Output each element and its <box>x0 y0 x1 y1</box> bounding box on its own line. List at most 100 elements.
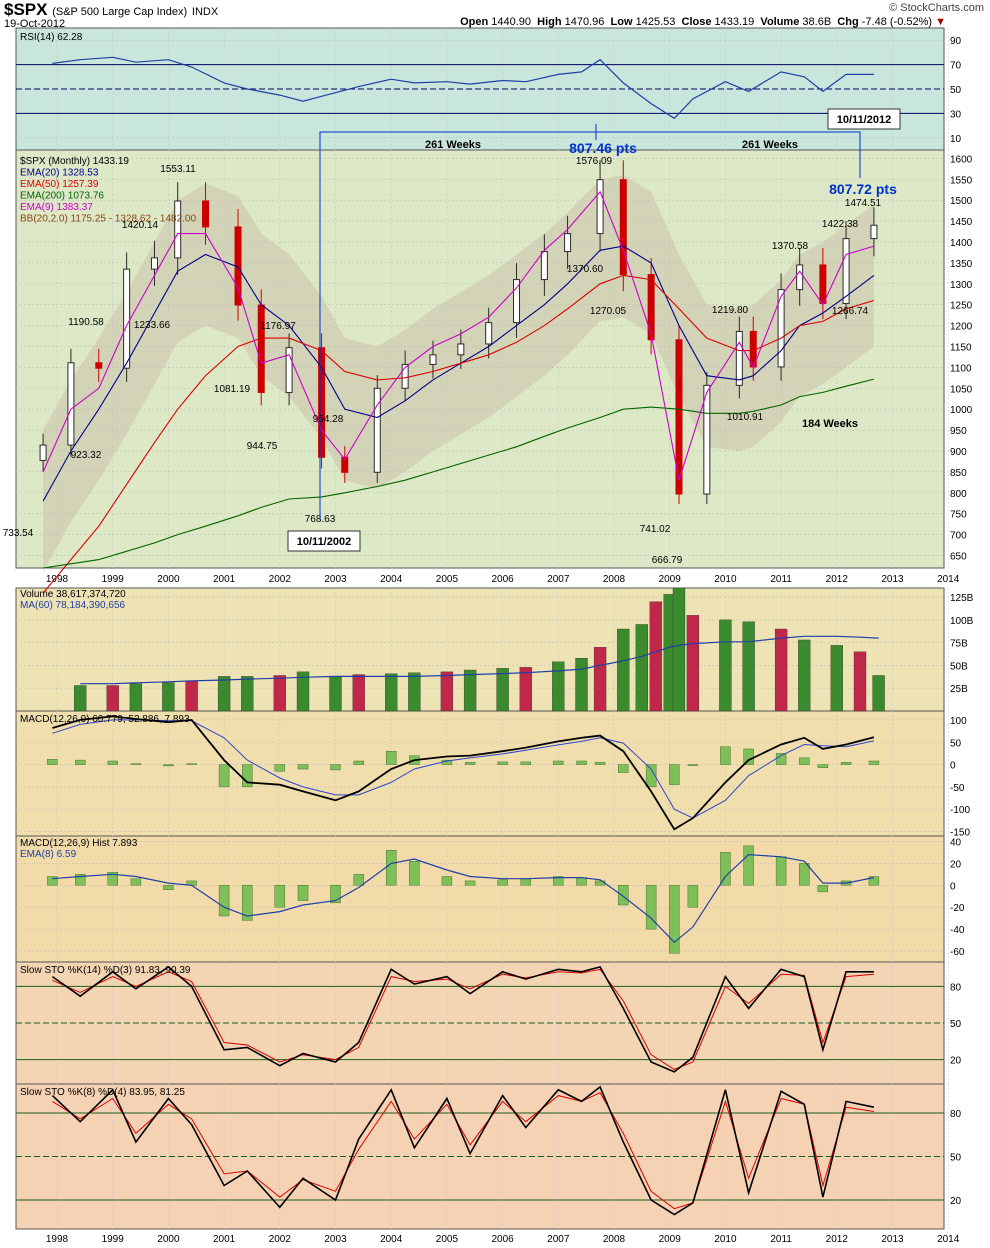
year-tick-label: 1999 <box>102 574 125 585</box>
volume-bar <box>496 668 509 712</box>
price-label: 1553.11 <box>160 164 196 175</box>
y-tick-label: 1000 <box>950 405 973 416</box>
candle-body <box>373 387 381 473</box>
volume-bar <box>593 647 607 712</box>
price-label: 1266.74 <box>832 306 869 317</box>
price-label: 1190.58 <box>68 317 104 328</box>
macd-histogram-bar <box>107 760 118 765</box>
macd-histogram-bar <box>669 764 680 785</box>
y-tick-label: -20 <box>950 903 965 914</box>
price-label: 1233.66 <box>134 320 171 331</box>
year-tick-label: 2009 <box>659 1234 682 1245</box>
candle-body <box>703 384 711 495</box>
candle-body <box>318 347 326 458</box>
macd-histogram-bar <box>330 764 341 771</box>
macd-hist-bar <box>645 885 657 930</box>
candle-body <box>457 343 465 356</box>
macd-hist-bar <box>520 878 532 886</box>
macd-hist-bar <box>130 878 142 886</box>
macd-histogram-bar <box>464 762 476 765</box>
ohlc-readout: Open 1440.90 High 1470.96 Low 1425.53 Cl… <box>460 16 946 28</box>
macd-hist-ema-line <box>52 853 875 944</box>
macd-histogram-bar <box>75 759 86 765</box>
y-tick-label: 0 <box>950 881 956 892</box>
macd-hist-bar <box>386 850 397 886</box>
price-label: 1176.97 <box>260 321 296 332</box>
price-label: 741.02 <box>640 524 671 535</box>
sto-d-line <box>52 968 874 1070</box>
y-tick-label: 125B <box>950 593 974 604</box>
macd-hist-bar <box>297 885 309 901</box>
year-tick-label: 2010 <box>714 574 737 585</box>
y-tick-label: 50 <box>950 85 962 96</box>
y-tick-label: 70 <box>950 61 962 72</box>
macd-histogram-bar <box>576 760 587 765</box>
macd-legend: MACD(12,26,9) 60.779, 52.886, 7.893 <box>20 714 190 725</box>
volume-bar <box>74 685 87 712</box>
candle-body <box>401 363 409 389</box>
weeks-label-b: 261 Weeks <box>742 139 798 151</box>
y-tick-label: 50 <box>950 738 962 749</box>
macd-histogram-bar <box>47 759 58 765</box>
chart-exchange: INDX <box>191 6 219 18</box>
year-tick-label: 1998 <box>46 1234 69 1245</box>
volume-bar <box>774 628 788 712</box>
macd-hist-bar <box>353 874 364 886</box>
year-tick-label: 2008 <box>603 574 626 585</box>
macd-histogram-bar <box>242 764 253 788</box>
y-tick-label: 1300 <box>950 280 973 291</box>
macd-hist-bar <box>441 876 453 886</box>
macd-histogram-bar <box>553 760 564 765</box>
y-tick-label: 50 <box>950 1153 962 1164</box>
volume-bar <box>617 628 630 712</box>
close-value: 1433.19 <box>714 16 755 28</box>
candle-body <box>870 224 878 240</box>
price-label: 944.75 <box>247 441 278 452</box>
date-box-b <box>827 108 901 130</box>
macd-hist-bar <box>817 885 829 893</box>
ema-line-2 <box>43 378 875 569</box>
price-legend-3: EMA(200) 1073.76 <box>20 191 104 202</box>
year-tick-label: 2004 <box>380 1234 403 1245</box>
rsi-legend: RSI(14) 62.28 <box>20 32 83 43</box>
macd-hist-bar <box>799 863 810 886</box>
volume-bar <box>106 685 119 712</box>
y-tick-label: 20 <box>950 1056 962 1067</box>
volume-bar <box>463 669 477 712</box>
price-label: 1422.38 <box>822 219 859 230</box>
bollinger-band <box>43 175 874 573</box>
volume-bar <box>686 615 700 712</box>
price-label: 1576.09 <box>576 156 613 167</box>
year-tick-label: 1998 <box>46 574 69 585</box>
y-tick-label: 800 <box>950 489 967 500</box>
year-tick-label: 2006 <box>491 1234 514 1245</box>
candle-body <box>285 347 293 393</box>
year-tick-label: 2001 <box>213 574 236 585</box>
year-tick-label: 2004 <box>380 574 403 585</box>
y-tick-label: 900 <box>950 447 967 458</box>
volume-bar <box>742 621 755 712</box>
macd-hist-bar <box>409 861 420 886</box>
candle-body <box>540 251 548 281</box>
ema-line-1 <box>42 274 875 594</box>
y-tick-label: 20 <box>950 1196 962 1207</box>
candle-body <box>150 257 158 270</box>
macd-hist-bar <box>274 885 285 908</box>
year-tick-label: 2012 <box>826 574 849 585</box>
y-tick-label: 40 <box>950 837 962 848</box>
volume-bar <box>575 658 588 712</box>
y-tick-label: 650 <box>950 551 967 562</box>
volume-bar <box>635 624 648 712</box>
open-value: 1440.90 <box>491 16 532 28</box>
volume-bar <box>352 674 365 712</box>
macd-histogram-bar <box>840 762 852 765</box>
y-tick-label: 850 <box>950 468 967 479</box>
macd-hist-bar <box>47 876 58 886</box>
y-tick-label: 1400 <box>950 238 973 249</box>
volume-bar <box>440 671 454 712</box>
y-tick-label: 700 <box>950 531 967 542</box>
y-tick-label: 75B <box>950 639 968 650</box>
macd-histogram-bar <box>817 764 829 768</box>
year-tick-label: 2014 <box>937 574 960 585</box>
sto-k-line <box>51 1085 875 1216</box>
